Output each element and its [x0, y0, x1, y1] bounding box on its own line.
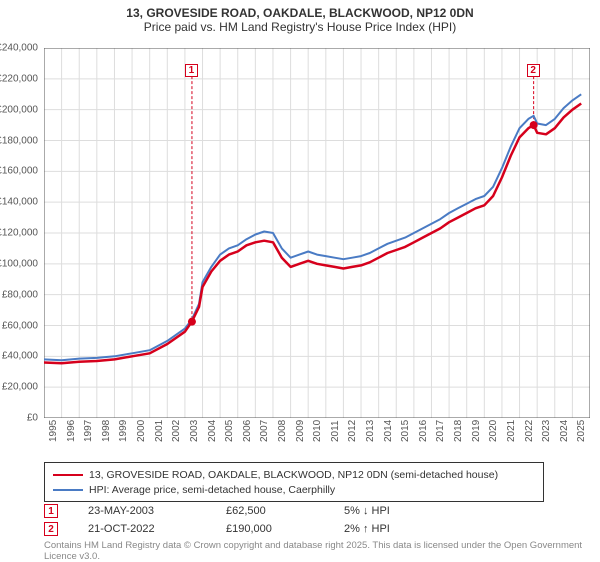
y-axis-tick-label: £120,000 — [0, 228, 38, 239]
x-axis-tick-label: 2000 — [136, 420, 147, 442]
y-axis-tick-label: £20,000 — [2, 382, 38, 393]
legend-row: 13, GROVESIDE ROAD, OAKDALE, BLACKWOOD, … — [53, 467, 535, 482]
chart-marker-badge: 1 — [185, 64, 198, 77]
x-axis-tick-label: 2024 — [559, 420, 570, 442]
x-axis-tick-label: 2020 — [488, 420, 499, 442]
title-line-1: 13, GROVESIDE ROAD, OAKDALE, BLACKWOOD, … — [10, 6, 590, 20]
x-axis-tick-label: 2008 — [277, 420, 288, 442]
x-axis-tick-label: 2016 — [418, 420, 429, 442]
x-axis-tick-label: 2002 — [171, 420, 182, 442]
y-axis-tick-label: £0 — [27, 413, 38, 424]
x-axis-tick-label: 2005 — [224, 420, 235, 442]
chart-container: 13, GROVESIDE ROAD, OAKDALE, BLACKWOOD, … — [0, 0, 600, 560]
y-axis-tick-label: £160,000 — [0, 166, 38, 177]
series-hpi — [44, 94, 581, 360]
x-axis-tick-label: 2025 — [576, 420, 587, 442]
x-axis-tick-label: 2001 — [154, 420, 165, 442]
x-axis-tick-label: 2010 — [312, 420, 323, 442]
y-axis-tick-label: £180,000 — [0, 135, 38, 146]
x-axis-tick-label: 2003 — [189, 420, 200, 442]
x-axis-tick-label: 2004 — [207, 420, 218, 442]
x-axis-tick-label: 2015 — [400, 420, 411, 442]
x-axis-tick-label: 1999 — [118, 420, 129, 442]
marker-table-row: 2 21-OCT-2022 £190,000 2% ↑ HPI — [44, 520, 590, 538]
marker-price: £62,500 — [226, 505, 326, 517]
chart-plot-area: 12 — [44, 48, 590, 418]
x-axis-tick-label: 2018 — [453, 420, 464, 442]
x-axis-tick-label: 2007 — [259, 420, 270, 442]
legend-label: 13, GROVESIDE ROAD, OAKDALE, BLACKWOOD, … — [89, 469, 498, 481]
chart-title: 13, GROVESIDE ROAD, OAKDALE, BLACKWOOD, … — [0, 0, 600, 36]
x-axis-tick-label: 2022 — [524, 420, 535, 442]
y-axis-tick-label: £240,000 — [0, 43, 38, 54]
y-axis-tick-label: £80,000 — [2, 289, 38, 300]
x-axis-tick-label: 1997 — [83, 420, 94, 442]
legend-row: HPI: Average price, semi-detached house,… — [53, 482, 535, 497]
x-axis-tick-label: 2009 — [295, 420, 306, 442]
y-axis-tick-label: £200,000 — [0, 104, 38, 115]
y-axis-labels: £0£20,000£40,000£60,000£80,000£100,000£1… — [0, 48, 40, 418]
x-axis-tick-label: 2014 — [383, 420, 394, 442]
marker-table: 1 23-MAY-2003 £62,500 5% ↓ HPI 2 21-OCT-2022 £… — [44, 502, 590, 538]
x-axis-tick-label: 2017 — [435, 420, 446, 442]
legend: 13, GROVESIDE ROAD, OAKDALE, BLACKWOOD, … — [44, 462, 544, 502]
chart-marker-badge: 2 — [527, 64, 540, 77]
marker-badge: 1 — [44, 504, 58, 518]
marker-date: 21-OCT-2022 — [88, 523, 208, 535]
legend-swatch — [53, 474, 83, 476]
x-axis-labels: 1995 1996 1997 1998 1999 2000 2001 2002 2003 2004… — [44, 420, 590, 450]
legend-swatch — [53, 489, 83, 491]
marker-delta: 2% ↑ HPI — [344, 523, 390, 535]
marker-table-row: 1 23-MAY-2003 £62,500 5% ↓ HPI — [44, 502, 590, 520]
chart-svg — [44, 48, 590, 418]
marker-date: 23-MAY-2003 — [88, 505, 208, 517]
legend-label: HPI: Average price, semi-detached house,… — [89, 484, 335, 496]
x-axis-tick-label: 2013 — [365, 420, 376, 442]
marker-price: £190,000 — [226, 523, 326, 535]
marker-badge: 2 — [44, 522, 58, 536]
x-axis-tick-label: 1998 — [101, 420, 112, 442]
x-axis-tick-label: 2019 — [471, 420, 482, 442]
x-axis-tick-label: 2011 — [330, 420, 341, 442]
y-axis-tick-label: £220,000 — [0, 73, 38, 84]
x-axis-tick-label: 2012 — [347, 420, 358, 442]
x-axis-tick-label: 2023 — [541, 420, 552, 442]
y-axis-tick-label: £40,000 — [2, 351, 38, 362]
y-axis-tick-label: £60,000 — [2, 320, 38, 331]
copyright-credit: Contains HM Land Registry data © Crown c… — [44, 540, 600, 562]
x-axis-tick-label: 1996 — [66, 420, 77, 442]
y-axis-tick-label: £140,000 — [0, 197, 38, 208]
x-axis-tick-label: 2021 — [506, 420, 517, 442]
marker-delta: 5% ↓ HPI — [344, 505, 390, 517]
x-axis-tick-label: 2006 — [242, 420, 253, 442]
title-line-2: Price paid vs. HM Land Registry's House … — [10, 20, 590, 34]
x-axis-tick-label: 1995 — [48, 420, 59, 442]
y-axis-tick-label: £100,000 — [0, 258, 38, 269]
